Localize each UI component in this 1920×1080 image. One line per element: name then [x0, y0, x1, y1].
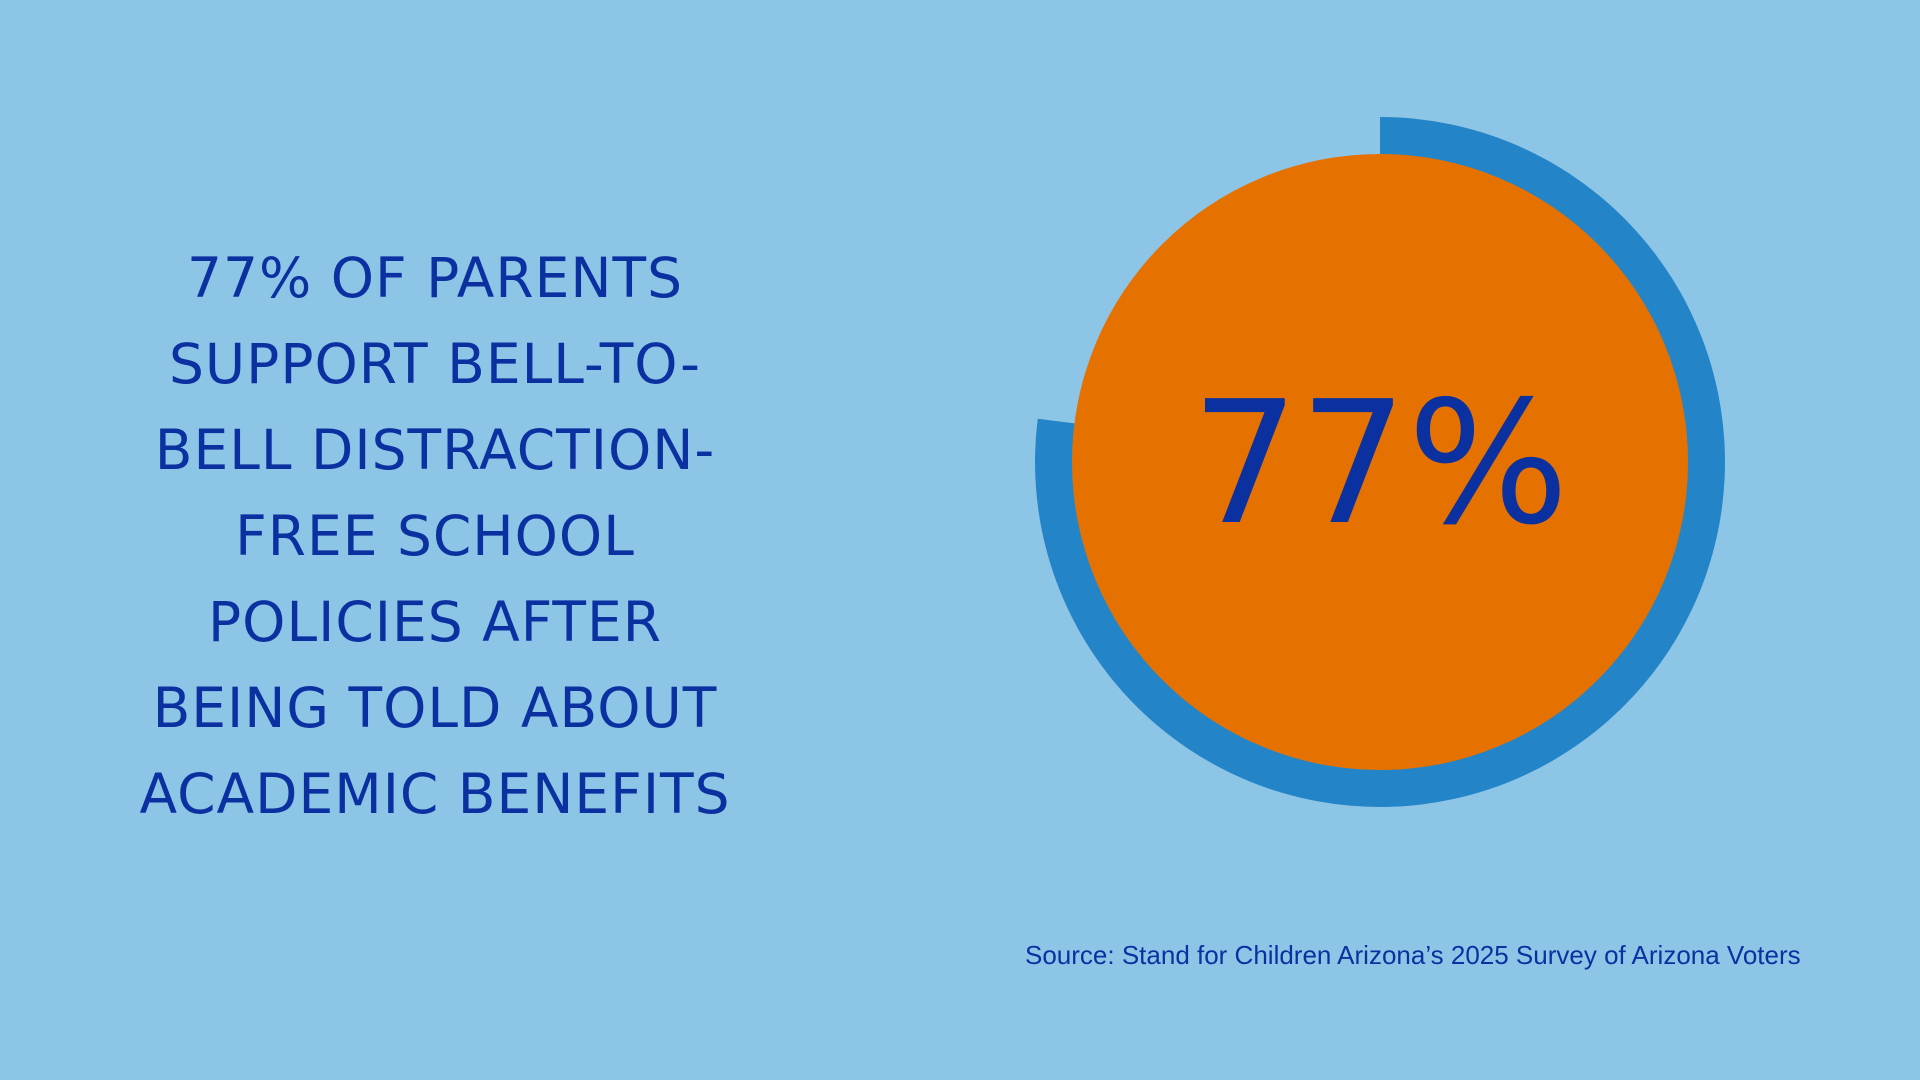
center-value-label: 77%: [1191, 365, 1569, 563]
headline-line: POLICIES AFTER: [208, 590, 662, 654]
center-disc: [1072, 154, 1688, 770]
headline-line: FREE SCHOOL: [235, 504, 635, 568]
donut-chart: 77%: [1035, 117, 1725, 807]
headline-line: BEING TOLD ABOUT: [152, 676, 718, 740]
headline-line: ACADEMIC BENEFITS: [139, 762, 731, 826]
headline: 77% OF PARENTS SUPPORT BELL-TO- BELL DIS…: [95, 235, 775, 837]
source-note: Source: Stand for Children Arizona’s 202…: [1025, 940, 1801, 970]
headline-line: BELL DISTRACTION-: [154, 418, 716, 482]
headline-line: 77% OF PARENTS: [186, 246, 684, 310]
headline-line: SUPPORT BELL-TO-: [169, 332, 701, 396]
